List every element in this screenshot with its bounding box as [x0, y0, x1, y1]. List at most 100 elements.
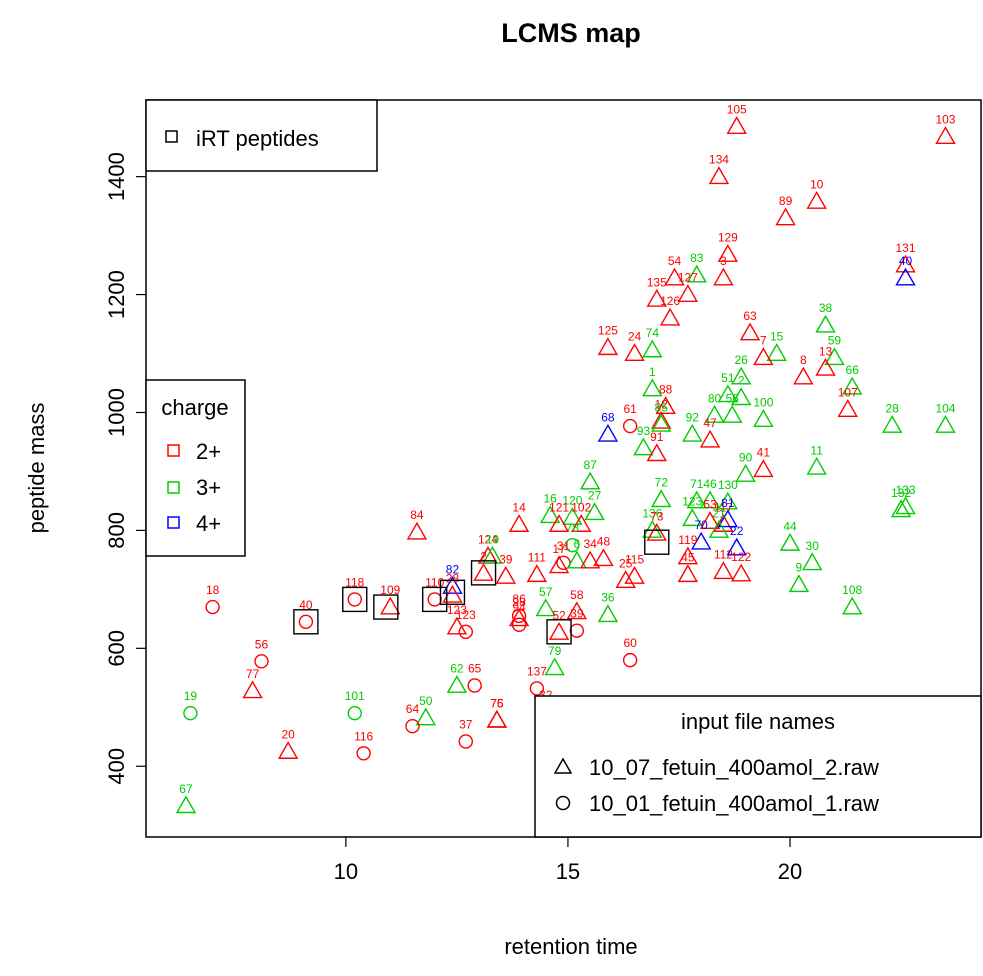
data-point-label: 66 [846, 363, 860, 377]
data-point-label: 19 [184, 689, 198, 703]
data-point-label: 16 [543, 492, 557, 506]
legend-files-triangle-icon [553, 757, 573, 774]
data-point-label: 116 [354, 729, 373, 743]
data-point-triangle [624, 343, 645, 361]
data-point-label: 121 [549, 501, 569, 515]
data-point-triangle [815, 357, 836, 376]
data-point-label: 105 [727, 103, 747, 117]
data-point-label: 129 [718, 230, 738, 244]
data-point-triangle [726, 537, 747, 556]
data-point-label: 41 [757, 446, 771, 460]
data-point-label: 62 [450, 661, 464, 675]
legend-charge-title: charge [161, 395, 228, 420]
data-point-triangle [646, 288, 667, 307]
data-point-triangle [597, 337, 619, 356]
data-point-triangle [677, 284, 699, 303]
data-point-circle [622, 418, 638, 434]
data-point-triangle [664, 267, 685, 286]
data-point-label: 125 [598, 324, 618, 338]
data-point-triangle [730, 563, 752, 582]
data-point-label: 63 [743, 309, 757, 323]
data-point-label: 52 [552, 608, 566, 622]
data-point-label: 7 [760, 334, 767, 348]
legend-irt-square-icon [165, 130, 178, 143]
data-point-label: 56 [255, 637, 269, 651]
data-point-triangle [495, 565, 516, 584]
data-point-label: 68 [601, 410, 615, 424]
data-point-label: 124 [478, 532, 498, 546]
data-point-label: 8 [800, 353, 807, 367]
legend-charge-3-square-icon [167, 481, 180, 494]
data-point-label: 109 [380, 583, 400, 597]
data-point-label: 36 [601, 591, 615, 605]
data-point-triangle [579, 471, 601, 490]
data-point-label: 64 [406, 702, 420, 716]
y-axis-ticks: 400 600 800 1000 1200 1400 [104, 152, 146, 785]
data-point-triangle [482, 545, 503, 564]
data-point-label: 91 [650, 430, 664, 444]
data-point-label: 14 [512, 501, 526, 515]
data-point-label: 67 [179, 782, 193, 796]
data-point-triangle [682, 423, 703, 442]
legend-charge-2-label: 2+ [196, 439, 221, 464]
data-point-circle [569, 623, 585, 638]
data-point-label: 136 [642, 506, 662, 520]
legend-charge-3-label: 3+ [196, 475, 221, 500]
irt-peptide-square [470, 560, 497, 586]
data-point-triangle [615, 570, 636, 588]
data-point-label: 2 [480, 549, 487, 563]
data-point-triangle [642, 519, 663, 538]
data-point-label: 15 [770, 330, 784, 344]
irt-peptide-square [293, 609, 319, 635]
data-point-triangle [699, 490, 721, 509]
data-point-label: 76 [490, 696, 504, 710]
data-point-triangle [571, 514, 592, 532]
data-point-triangle [651, 410, 672, 429]
data-point-label: 131 [895, 241, 915, 255]
data-point-label: 25 [619, 557, 633, 571]
data-point-triangle [242, 680, 263, 699]
data-point-label: 85 [655, 400, 669, 414]
y-axis-label: peptide mass [24, 403, 49, 534]
data-point-label: 53 [703, 498, 717, 512]
data-point-triangle [775, 207, 796, 226]
data-point-label: 92 [686, 410, 700, 424]
data-point-label: 120 [562, 493, 582, 507]
data-point-label: 118 [345, 575, 364, 589]
data-point-triangle [566, 601, 588, 620]
data-point-label: 47 [703, 416, 717, 430]
data-point-triangle [690, 531, 712, 550]
data-point-triangle [548, 555, 570, 574]
data-point-label: 80 [708, 391, 722, 405]
data-point-label: 104 [935, 401, 955, 415]
data-point-label: 26 [734, 353, 748, 367]
data-point-circle [511, 608, 527, 624]
data-point-triangle [713, 514, 734, 532]
legend-files-label-2: 10_01_fetuin_400amol_1.raw [589, 791, 879, 816]
data-point-label: 24 [628, 330, 642, 344]
data-point-label: 107 [838, 386, 858, 400]
data-point-triangle [824, 347, 845, 366]
data-point-label: 65 [468, 661, 482, 675]
y-tick-label: 800 [104, 512, 129, 549]
data-point-triangle [895, 267, 916, 286]
data-point-circle [347, 705, 362, 721]
data-point-label: 102 [571, 501, 591, 515]
data-point-triangle [717, 244, 739, 262]
data-point-label: 58 [570, 588, 584, 602]
data-point-label: 83 [690, 251, 704, 265]
data-point-label: 117 [714, 501, 733, 515]
data-point-triangle [699, 511, 721, 530]
data-point-triangle [713, 561, 734, 580]
data-point-label: 12 [655, 397, 669, 411]
data-point-label: 110 [425, 575, 444, 589]
data-point-triangle [935, 415, 956, 433]
data-point-label: 46 [703, 477, 717, 491]
data-point-label: 45 [681, 551, 695, 565]
data-point-label: 13 [819, 344, 833, 358]
irt-peptide-markers [293, 529, 670, 645]
data-point-triangle [806, 191, 827, 209]
data-point-triangle [841, 596, 863, 615]
data-point-label: 27 [588, 489, 602, 503]
